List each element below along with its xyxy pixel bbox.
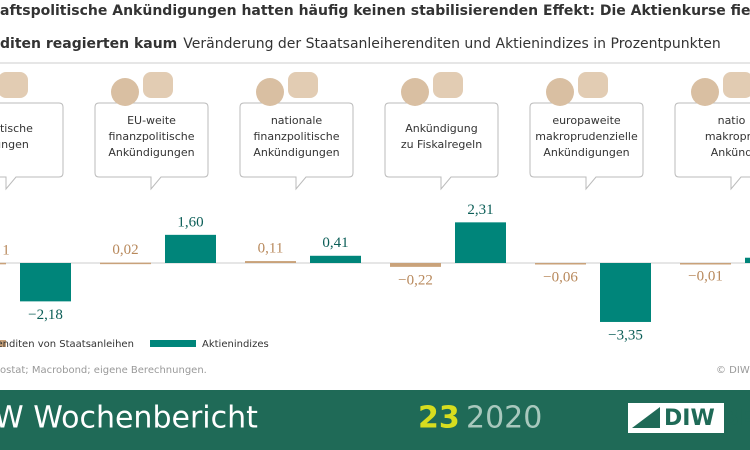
chart-title: diten reagierten kaum [0,36,177,52]
category-label: EU-weite [127,114,176,127]
category-label: natio [718,114,746,127]
bar [600,263,651,322]
category-label: igungen [0,138,29,151]
value-label: −2,18 [28,307,63,323]
value-label: 0,11 [258,241,284,257]
category-label: Ankündigungen [543,146,629,159]
bar [310,255,361,263]
category-label: finanzpolitische [108,130,194,143]
value-label: 2,31 [467,202,493,218]
category-label: Ankündigungen [253,146,339,159]
icon [0,72,28,98]
callout-box [384,102,499,191]
source: ostat; Macrobond; eigene Berechnungen. [0,365,207,376]
category-label: zu Fiskalregeln [401,138,482,151]
bar [745,257,750,263]
icon [723,72,750,98]
callout-box [239,102,354,191]
icon [143,72,173,98]
background [0,0,750,390]
value-label: 0,02 [112,242,138,258]
value-label: −3,35 [608,327,643,343]
legend-label: Aktienindizes [202,339,269,350]
icon [433,72,463,98]
logo-mark [632,407,660,428]
icon [288,72,318,98]
icon [691,78,719,106]
bar [535,263,586,265]
callout-box [94,102,209,191]
legend-swatch [0,340,6,347]
icon [401,78,429,106]
value-label: 1,60 [177,214,203,230]
value-label: −0,01 [688,269,723,285]
category-label: makropru [705,130,750,143]
bar [680,263,731,265]
footer-band [0,390,750,450]
legend-label: Renditen von Staatsanleihen [0,339,134,350]
callout-box [529,102,644,191]
value-label: −0,22 [398,272,433,288]
copyright: © DIW [716,365,750,376]
callout-box [674,102,750,191]
bar [455,222,506,263]
category-label: Ankündigung [405,122,477,135]
legend-swatch [150,340,196,347]
icon [578,72,608,98]
category-label: europaweite [552,114,621,127]
icon [546,78,574,106]
callout-box [0,102,64,191]
category-label: politische [0,122,33,135]
value-label: 0,41 [322,235,348,251]
bar [165,234,216,263]
footer-year: 2020 [466,401,542,436]
category-label: nationale [271,114,323,127]
chart-title: aftspolitische Ankündigungen hatten häuf… [0,3,750,19]
icon [111,78,139,106]
bar [20,263,71,302]
footer-issue: 23 [418,401,460,436]
value-label: 1 [2,242,10,258]
bar [0,262,6,265]
footer-name: W Wochenbericht [0,401,258,436]
category-label: Ankünd [711,146,750,159]
bar [245,261,296,263]
icon [256,78,284,106]
category-label: finanzpolitische [253,130,339,143]
bar [100,262,151,265]
category-label: Ankündigungen [108,146,194,159]
bar [390,263,441,267]
logo-text: DIW BE [664,406,750,431]
chart-subtitle: Veränderung der Staatsanleiherenditen un… [183,36,720,52]
value-label: −0,06 [543,269,578,285]
category-label: makroprudenzielle [535,130,638,143]
